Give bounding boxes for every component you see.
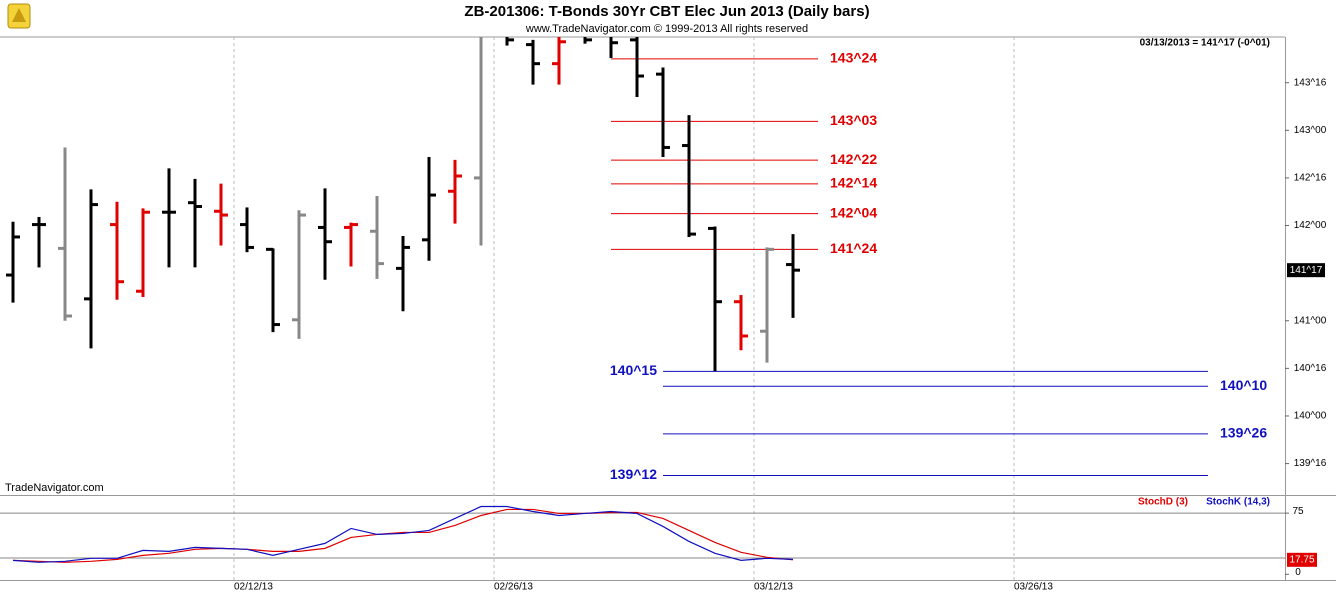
y-tick-label: 142^16: [1294, 173, 1327, 184]
last-price-box: [1287, 263, 1325, 278]
grid: [233, 37, 1015, 580]
level-label: 142^22: [830, 151, 877, 167]
y-tick-label: 75: [1292, 506, 1304, 517]
x-tick-label: 02/26/13: [494, 582, 533, 593]
y-tick-label: 142^00: [1294, 220, 1327, 231]
y-tick-label: 143^00: [1294, 125, 1327, 136]
price-panel: 143^24 143^03 142^22 142^14 142^04 141^24 140^…: [6, 37, 1267, 482]
level-label: 139^12: [610, 466, 657, 482]
level-label: 140^15: [610, 362, 657, 378]
stoch-panel: [0, 505, 1285, 563]
last-value-box: [1287, 552, 1317, 567]
y-tick-label: 139^16: [1294, 458, 1327, 469]
app-icon: [7, 3, 31, 29]
level-label: 142^04: [830, 204, 877, 220]
watermark: TradeNavigator.com: [5, 482, 104, 494]
legend-entry: StochD (3): [1138, 497, 1188, 508]
x-tick-label: 03/12/13: [754, 582, 793, 593]
level-label: 143^03: [830, 112, 877, 128]
legend-entry: StochK (14,3): [1206, 497, 1270, 508]
y-tick-label: 0: [1295, 567, 1301, 578]
stoch-line: [12, 508, 794, 563]
chart-title: ZB-201306: T-Bonds 30Yr CBT Elec Jun 201…: [464, 3, 869, 20]
level-label: 139^26: [1220, 425, 1267, 441]
level-label: 141^24: [830, 240, 877, 256]
level-label: 140^10: [1220, 377, 1267, 393]
axes: 02/12/13 02/26/13 03/12/13 03/26/13 139^16 14…: [234, 77, 1327, 592]
level-label: 143^24: [830, 50, 877, 66]
y-tick-label: 141^00: [1294, 315, 1327, 326]
subtitle: www.TradeNavigator.com © 1999-2013 All r…: [525, 23, 808, 35]
y-tick-label: 140^00: [1294, 411, 1327, 422]
last-price-label: 141^17: [1290, 265, 1323, 276]
y-tick-label: 143^16: [1294, 77, 1327, 88]
x-tick-label: 02/12/13: [234, 582, 273, 593]
stoch-line: [12, 505, 794, 563]
level-label: 142^14: [830, 175, 877, 191]
y-tick-label: 140^16: [1294, 363, 1327, 374]
annotation: 03/13/2013 = 141^17 (-0^01): [1140, 38, 1270, 49]
last-value-label: 17.75: [1289, 554, 1314, 565]
x-tick-label: 03/26/13: [1014, 582, 1053, 593]
